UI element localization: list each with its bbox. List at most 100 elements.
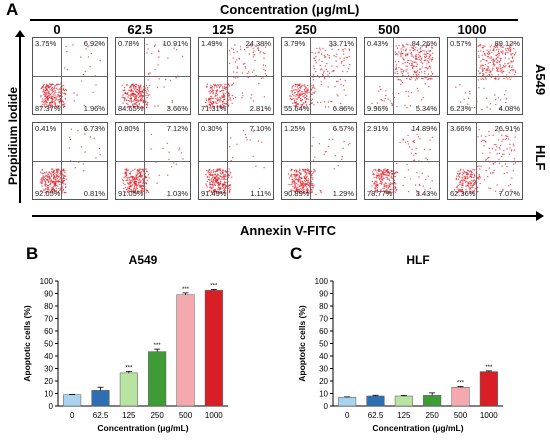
quadrant-percent-tl: 0.78%	[118, 39, 140, 48]
quadrant-percent-br: 1.29%	[332, 189, 354, 198]
chart-title: HLF	[406, 253, 429, 267]
bar	[91, 390, 110, 407]
quadrant-line	[61, 123, 63, 199]
x-tick-label: 250	[425, 411, 439, 420]
quadrant-percent-br: 2.81%	[249, 104, 271, 113]
quadrant-percent-tr: 10.91%	[162, 39, 188, 48]
quadrant-percent-tr: 33.71%	[328, 39, 354, 48]
quadrant-percent-br: 0.81%	[83, 189, 105, 198]
quadrant-percent-bl: 91.05%	[118, 189, 144, 198]
flow-plot: 0.30% 7.10% 91.49% 1.11%	[198, 122, 274, 200]
quadrant-percent-bl: 84.65%	[118, 104, 144, 113]
bar	[394, 395, 413, 407]
y-tick-label: 70	[319, 315, 328, 324]
scatter-dots	[39, 128, 101, 194]
bar-chart-hlf: HLF 0 10 20 30 40 50 60 70 80 90 100 Apoptotic cells…	[297, 253, 503, 433]
quadrant-percent-br: 7.07%	[498, 189, 520, 198]
x-tick-label: 500	[179, 411, 193, 420]
quadrant-percent-tr: 24.38%	[245, 39, 271, 48]
flow-plot: 0.78% 10.91% 84.65% 3.66%	[115, 37, 191, 115]
y-tick-label: 30	[44, 365, 53, 374]
panel-a-letter: A	[6, 0, 19, 19]
significance-marker: ***	[485, 365, 493, 371]
y-axis-label: Apoptotic cells (%)	[297, 305, 307, 382]
significance-marker: ***	[125, 365, 133, 371]
quadrant-line	[227, 38, 229, 114]
quadrant-percent-bl: 71.31%	[201, 104, 227, 113]
bar	[479, 371, 498, 407]
panel-c-letter: C	[290, 244, 303, 263]
quadrant-percent-tl: 1.25%	[284, 124, 306, 133]
flow-plot: 0.41% 6.73% 92.05% 0.81%	[32, 122, 108, 200]
bar	[63, 394, 82, 407]
concentration-title: Concentration (μg/mL)	[220, 2, 360, 17]
quadrant-percent-bl: 91.49%	[201, 189, 227, 198]
quadrant-percent-br: 1.96%	[83, 104, 105, 113]
bar	[119, 372, 138, 407]
x-tick-label: 1000	[205, 411, 223, 420]
quadrant-percent-bl: 78.77%	[367, 189, 393, 198]
scatter-dots	[370, 129, 434, 196]
x-tick-label: 0	[70, 411, 75, 420]
significance-marker: ***	[154, 343, 162, 349]
quadrant-line	[393, 38, 395, 114]
row-label-hlf: HLF	[533, 145, 548, 171]
y-tick-label: 80	[319, 302, 328, 311]
quadrant-percent-tr: 7.10%	[249, 124, 271, 133]
conc-label: 1000	[457, 22, 487, 37]
y-tick-label: 100	[40, 277, 54, 286]
y-tick-label: 0	[324, 402, 329, 411]
bar	[148, 351, 167, 407]
quadrant-line	[365, 161, 439, 162]
quadrant-line	[144, 123, 146, 199]
quadrant-line	[199, 161, 273, 162]
pi-arrowhead-icon	[15, 30, 25, 37]
quadrant-percent-br: 1.11%	[250, 189, 271, 198]
quadrant-percent-br: 5.34%	[415, 104, 437, 113]
y-tick-label: 20	[44, 377, 53, 386]
quadrant-percent-bl: 9.96%	[367, 104, 389, 113]
y-tick-label: 70	[44, 315, 53, 324]
quadrant-percent-bl: 6.23%	[450, 104, 472, 113]
quadrant-line	[199, 76, 273, 77]
quadrant-percent-tl: 3.66%	[450, 124, 472, 133]
scatter-dots	[205, 129, 265, 194]
bar	[176, 294, 195, 407]
y-tick-label: 80	[44, 302, 53, 311]
quadrant-percent-br: 1.03%	[166, 189, 188, 198]
scatter-dots	[289, 44, 351, 110]
x-tick-label: 125	[397, 411, 411, 420]
flow-plot: 2.91% 14.89% 78.77% 3.43%	[364, 122, 440, 200]
x-tick-label: 500	[454, 411, 468, 420]
flow-plot: 3.75% 6.92% 87.37% 1.96%	[32, 37, 108, 115]
chart-title: A549	[129, 253, 158, 267]
y-tick-label: 40	[44, 352, 53, 361]
quadrant-percent-bl: 62.36%	[450, 189, 476, 198]
scatter-dots	[121, 43, 184, 109]
concentration-bar	[30, 19, 518, 21]
bar-chart-a549: A549 0 10 20 30 40 50 60 70 80 90 100 Apoptotic cell…	[22, 253, 228, 433]
flow-plot: 1.49% 24.38% 71.31% 2.81%	[198, 37, 274, 115]
annexin-axis-arrow	[32, 215, 538, 217]
quadrant-percent-tr: 26.91%	[494, 124, 520, 133]
quadrant-percent-tr: 89.12%	[494, 39, 520, 48]
quadrant-percent-tr: 7.12%	[166, 124, 188, 133]
quadrant-line	[282, 161, 356, 162]
bar	[451, 387, 470, 407]
quadrant-percent-bl: 87.37%	[35, 104, 61, 113]
quadrant-percent-tr: 14.89%	[411, 124, 437, 133]
flow-plot: 0.57% 89.12% 6.23% 4.08%	[447, 37, 523, 115]
pi-axis-arrow	[19, 35, 21, 203]
quadrant-percent-tr: 84.26%	[411, 39, 437, 48]
significance-marker: ***	[210, 283, 218, 289]
quadrant-percent-tl: 1.49%	[201, 39, 223, 48]
quadrant-line	[227, 123, 229, 199]
quadrant-percent-tl: 2.91%	[367, 124, 389, 133]
quadrant-line	[33, 76, 107, 77]
flow-plot: 0.80% 7.12% 91.05% 1.03%	[115, 122, 191, 200]
row-label-a549: A549	[533, 64, 548, 96]
quadrant-percent-br: 3.66%	[166, 104, 188, 113]
quadrant-percent-tl: 0.43%	[367, 39, 389, 48]
quadrant-line	[116, 161, 190, 162]
quadrant-percent-tr: 6.57%	[332, 124, 354, 133]
